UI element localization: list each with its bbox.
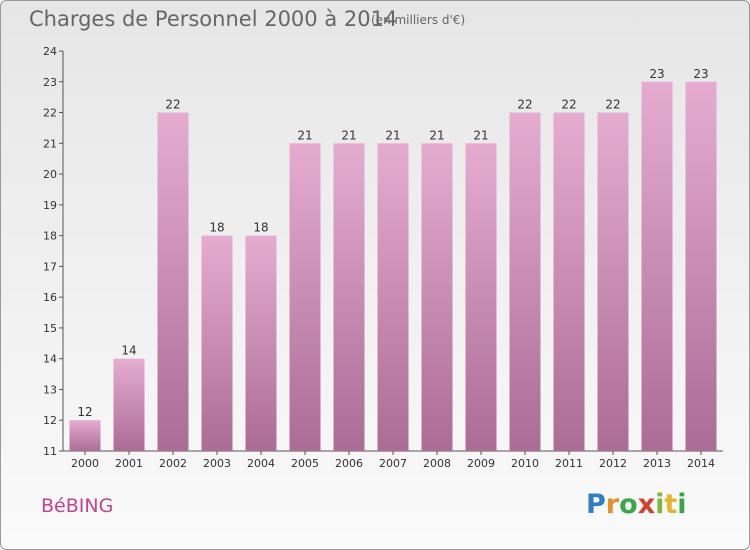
proxiti-logo: Proxiti [586,489,687,520]
bar-value-label: 18 [253,221,268,235]
y-tick-label: 14 [43,353,57,366]
chart-title: Charges de Personnel 2000 à 2014 [29,7,398,31]
logo-letter: t [664,489,678,520]
logo-letter: i [655,489,665,520]
bar-value-label: 21 [473,128,488,142]
y-tick-label: 15 [43,322,57,335]
bar-value-label: 23 [649,67,664,81]
bar [201,235,233,451]
bar-value-label: 21 [341,128,356,142]
bar-value-label: 23 [693,67,708,81]
bar [289,143,321,452]
y-tick-label: 12 [43,414,57,427]
logo-letter: P [586,489,606,520]
y-tick-label: 18 [43,230,57,243]
bar [465,143,497,452]
x-tick-label: 2007 [379,457,407,470]
x-tick-label: 2005 [291,457,319,470]
bar [553,112,585,452]
bar-value-label: 22 [165,98,180,112]
bar-value-label: 22 [517,98,532,112]
x-tick-label: 2004 [247,457,275,470]
x-tick-label: 2014 [687,457,715,470]
bar [641,81,673,452]
bar [597,112,629,452]
bar-value-label: 21 [429,128,444,142]
logo-letter: i [677,489,687,520]
x-tick-label: 2003 [203,457,231,470]
x-tick-label: 2000 [71,457,99,470]
bar [421,143,453,452]
x-tick-label: 2009 [467,457,495,470]
y-tick-label: 23 [43,76,57,89]
bar [509,112,541,452]
y-tick-label: 20 [43,168,57,181]
x-tick-label: 2001 [115,457,143,470]
bar-value-label: 22 [605,98,620,112]
bar [377,143,409,452]
bar-value-label: 12 [77,405,92,419]
bar-value-label: 22 [561,98,576,112]
y-tick-label: 19 [43,199,57,212]
y-tick-label: 21 [43,137,57,150]
y-tick-label: 24 [43,45,57,58]
x-tick-label: 2008 [423,457,451,470]
logo-letter: x [637,489,656,520]
bar [245,235,277,451]
commune-name: BéBING [41,495,114,517]
x-tick-label: 2012 [599,457,627,470]
bar [157,112,189,452]
bar [113,358,145,451]
bar-value-label: 18 [209,221,224,235]
bar [69,420,101,451]
bar-value-label: 14 [121,344,136,358]
logo-letter: o [619,489,638,520]
y-tick-label: 11 [43,445,57,458]
x-tick-label: 2013 [643,457,671,470]
y-tick-label: 22 [43,107,57,120]
y-tick-label: 13 [43,383,57,396]
y-tick-label: 16 [43,291,57,304]
chart-unit: (en milliers d'€) [371,13,466,27]
bar [333,143,365,452]
x-tick-label: 2002 [159,457,187,470]
bar-value-label: 21 [385,128,400,142]
y-tick-label: 17 [43,260,57,273]
bar-value-label: 21 [297,128,312,142]
logo-letter: r [605,489,620,520]
x-tick-label: 2010 [511,457,539,470]
x-tick-label: 2011 [555,457,583,470]
x-tick-label: 2006 [335,457,363,470]
bar [685,81,717,452]
